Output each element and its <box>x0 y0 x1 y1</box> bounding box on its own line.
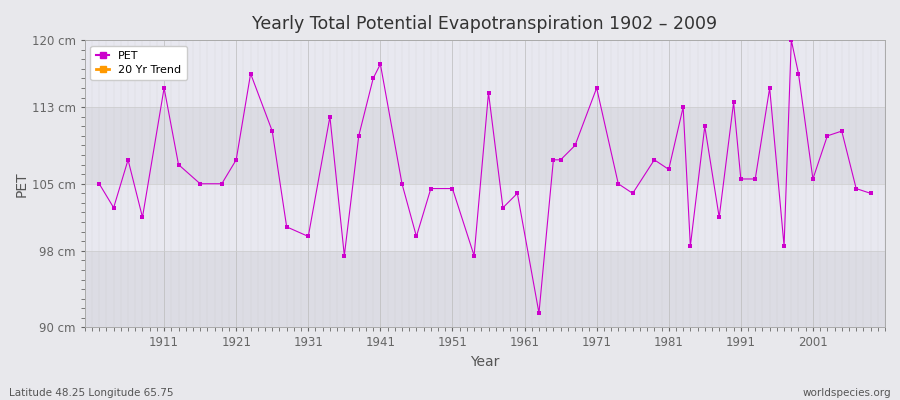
PET <box>354 134 364 138</box>
PET <box>282 224 292 229</box>
Title: Yearly Total Potential Evapotranspiration 1902 – 2009: Yearly Total Potential Evapotranspiratio… <box>252 15 717 33</box>
PET <box>865 191 876 196</box>
Bar <box>85 40 885 107</box>
Bar <box>85 251 885 328</box>
PET <box>368 76 379 81</box>
Bar <box>85 184 885 251</box>
PET <box>786 38 796 42</box>
PET <box>699 124 710 129</box>
Bar <box>85 107 885 184</box>
PET <box>850 186 861 191</box>
Y-axis label: PET: PET <box>15 171 29 196</box>
Line: PET: PET <box>97 38 872 315</box>
PET <box>534 311 544 316</box>
Legend: PET, 20 Yr Trend: PET, 20 Yr Trend <box>90 46 187 80</box>
PET <box>663 167 674 172</box>
Text: Latitude 48.25 Longitude 65.75: Latitude 48.25 Longitude 65.75 <box>9 388 174 398</box>
PET <box>94 181 104 186</box>
X-axis label: Year: Year <box>470 355 500 369</box>
Text: worldspecies.org: worldspecies.org <box>803 388 891 398</box>
